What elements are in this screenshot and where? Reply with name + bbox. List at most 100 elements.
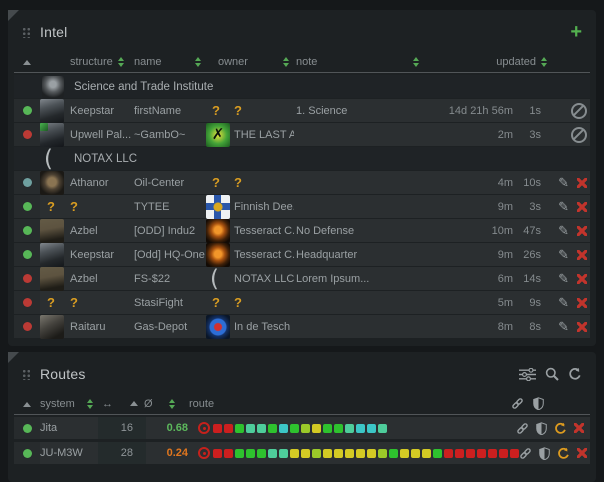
- status-dot: [22, 106, 32, 115]
- column-header-system[interactable]: system: [40, 398, 98, 410]
- column-header-owner[interactable]: owner: [206, 56, 294, 68]
- shield-icon[interactable]: [533, 397, 544, 410]
- edit-icon[interactable]: ✎: [558, 223, 569, 238]
- delete-route-icon[interactable]: [574, 423, 584, 433]
- route-system-square: [499, 448, 508, 458]
- intel-group-row: Science and Trade Institute: [14, 75, 590, 98]
- edit-icon[interactable]: ✎: [558, 175, 569, 190]
- updated-time: 14d 21h 56m: [448, 104, 513, 117]
- route-system-square: [213, 448, 222, 458]
- intel-structure-row[interactable]: ?? TYTEE Finnish Dee... 9m 3s ✎: [14, 194, 590, 219]
- add-structure-button[interactable]: +: [570, 21, 582, 43]
- desktop: { "intel": { "title": "Intel", "add_labe…: [0, 0, 604, 459]
- link-icon[interactable]: [516, 422, 529, 435]
- delete-icon[interactable]: [577, 177, 587, 188]
- edit-icon[interactable]: ✎: [558, 247, 569, 262]
- edit-icon[interactable]: ✎: [558, 295, 569, 310]
- route-systems-strip: [213, 423, 387, 433]
- column-header-note[interactable]: note: [294, 56, 424, 68]
- delete-icon[interactable]: [577, 249, 587, 260]
- intel-structure-row[interactable]: ?? StasiFight?? 5m 9s ✎: [14, 291, 590, 314]
- status-cell: [14, 442, 40, 464]
- structure-icon-cell: [40, 242, 70, 267]
- status-cell: [14, 315, 40, 338]
- intel-structure-row[interactable]: Upwell Pal...~GambO~ THE LAST A... 2m 3s: [14, 122, 590, 147]
- status-cell: [14, 99, 40, 122]
- column-header-jumps[interactable]: ↔: [98, 398, 138, 410]
- unknown-owner-icon: ?: [212, 175, 220, 190]
- owner-icon-cell: ?: [206, 103, 234, 118]
- column-header-structure[interactable]: structure: [70, 56, 134, 68]
- updated-seconds: 9s: [529, 296, 541, 309]
- drag-handle-icon[interactable]: [22, 26, 31, 38]
- intel-structure-row[interactable]: Raitaru Gas-Depot In de Tesch 8m 8s ✎: [14, 314, 590, 339]
- intel-structure-row[interactable]: Athanor Oil-Center?? 4m 10s ✎: [14, 170, 590, 195]
- route-row-actions: [516, 421, 590, 435]
- route-system-square: [301, 448, 310, 458]
- unknown-structure-icon: ?: [47, 295, 55, 310]
- route-system-square: [268, 423, 277, 433]
- search-icon[interactable]: [545, 367, 559, 381]
- refresh-route-icon[interactable]: [554, 422, 567, 435]
- route-system-square: [257, 423, 266, 433]
- unknown-owner-name: ?: [234, 175, 242, 190]
- status-dot: [22, 130, 32, 139]
- column-header-name[interactable]: name: [134, 56, 206, 68]
- owner-icon-cell: ?: [206, 295, 234, 310]
- intel-structure-row[interactable]: Keepstar [Odd] HQ-One Tesseract C...Headqu…: [14, 242, 590, 267]
- intel-structure-row[interactable]: Keepstar firstName?? 1. Science 14d 21h 56m…: [14, 98, 590, 123]
- delete-icon[interactable]: [577, 321, 587, 332]
- delete-route-icon[interactable]: [577, 448, 587, 458]
- shield-icon[interactable]: [539, 446, 550, 460]
- column-header-security[interactable]: Ø: [138, 398, 180, 410]
- status-cell: [14, 147, 40, 170]
- updated-seconds: 47s: [523, 224, 541, 237]
- edit-icon[interactable]: ✎: [558, 319, 569, 334]
- owner-icon-cell: [206, 218, 234, 243]
- column-header-updated[interactable]: updated: [424, 56, 590, 68]
- edit-icon[interactable]: ✎: [558, 199, 569, 214]
- column-header-route[interactable]: route: [180, 398, 214, 410]
- route-settings-sliders-icon[interactable]: [519, 367, 536, 381]
- route-row[interactable]: JU-M3W 28 0.24: [14, 442, 590, 464]
- shield-icon[interactable]: [536, 421, 547, 435]
- delete-icon[interactable]: [577, 273, 587, 284]
- column-label: owner: [218, 55, 248, 68]
- status-cell: [14, 417, 40, 439]
- route-system-square: [367, 448, 376, 458]
- routes-rows: Jita 16 0.68 JU-M3W 28 0.24: [8, 417, 596, 464]
- drag-handle-icon[interactable]: [22, 368, 31, 380]
- structure-type: ?: [70, 295, 134, 310]
- sort-arrows-icon: [541, 56, 547, 67]
- route-system-square: [455, 448, 464, 458]
- unknown-structure-type: ?: [70, 199, 78, 214]
- delete-icon[interactable]: [577, 225, 587, 236]
- refresh-icon[interactable]: [568, 367, 582, 381]
- delete-icon[interactable]: [577, 297, 587, 308]
- intel-panel-title: Intel: [40, 24, 68, 40]
- updated-seconds: 10s: [523, 176, 541, 189]
- route-row[interactable]: Jita 16 0.68: [14, 417, 590, 439]
- status-dot: [22, 250, 32, 259]
- route-system-square: [466, 448, 475, 458]
- status-dot: [22, 448, 32, 458]
- intel-structure-row[interactable]: Azbel FS-$22 (NOTAX LLC Lorem Ipsum... 6m 14s…: [14, 266, 590, 291]
- row-actions: [541, 102, 590, 119]
- link-icon[interactable]: [519, 447, 532, 460]
- updated-seconds: 8s: [529, 320, 541, 333]
- route-system-square: [378, 423, 387, 433]
- link-icon[interactable]: [511, 397, 524, 410]
- route-jumps-cell: 16: [98, 417, 146, 439]
- sort-asc-column[interactable]: [14, 398, 40, 410]
- route-system-square: [433, 448, 442, 458]
- column-label: note: [296, 55, 318, 68]
- row-actions: ✎: [541, 200, 590, 213]
- route-system-square: [268, 448, 277, 458]
- refresh-route-icon[interactable]: [557, 447, 570, 460]
- intel-structure-row[interactable]: Azbel [ODD] Indu2 Tesseract C...No Defense…: [14, 218, 590, 243]
- delete-icon[interactable]: [577, 201, 587, 212]
- edit-icon[interactable]: ✎: [558, 271, 569, 286]
- sort-asc-column[interactable]: [14, 56, 40, 68]
- route-avg-security: 0.68: [166, 422, 188, 434]
- row-actions: ✎: [541, 320, 590, 333]
